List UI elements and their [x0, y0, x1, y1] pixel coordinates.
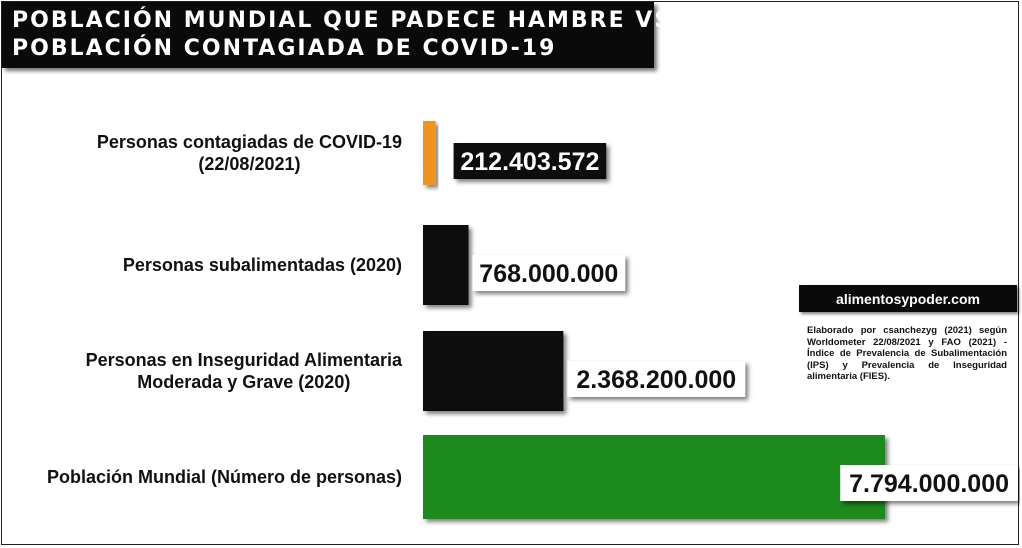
value-label-box-3	[567, 361, 746, 397]
value-label-3: 2.368.200.000	[576, 366, 736, 394]
category-label-1-line-2: (22/08/2021)	[198, 154, 300, 174]
chart-title-line-1: POBLACIÓN MUNDIAL QUE PADECE HAMBRE VS.	[12, 8, 683, 33]
bar-1	[423, 121, 436, 185]
category-label-3-line-1: Personas en Inseguridad Alimentaria	[86, 350, 403, 370]
chart-title: POBLACIÓN MUNDIAL QUE PADECE HAMBRE VS. …	[2, 2, 683, 68]
category-label-1-line-1: Personas contagiadas de COVID-19	[97, 132, 402, 152]
bar-3	[423, 331, 564, 411]
value-label-box-4	[840, 465, 1018, 501]
bar-2	[423, 225, 469, 305]
category-label-4-line-1: Población Mundial (Número de personas)	[47, 467, 402, 487]
brand-label: alimentosypoder.com	[799, 285, 1017, 312]
value-label-box-2	[472, 255, 626, 291]
value-label-4: 7.794.000.000	[849, 470, 1009, 498]
value-label-1: 212.403.572	[460, 148, 599, 176]
category-label-3-line-2: Moderada y Grave (2020)	[137, 372, 350, 392]
value-label-box-1	[453, 143, 607, 179]
category-label-2-line-1: Personas subalimentadas (2020)	[123, 255, 402, 275]
chart-title-line-2: POBLACIÓN CONTAGIADA DE COVID-19	[12, 36, 557, 61]
source-note: Elaborado por csanchezyg (2021) según Wo…	[807, 325, 1007, 382]
bar-4	[423, 435, 885, 519]
value-label-2: 768.000.000	[479, 260, 618, 288]
